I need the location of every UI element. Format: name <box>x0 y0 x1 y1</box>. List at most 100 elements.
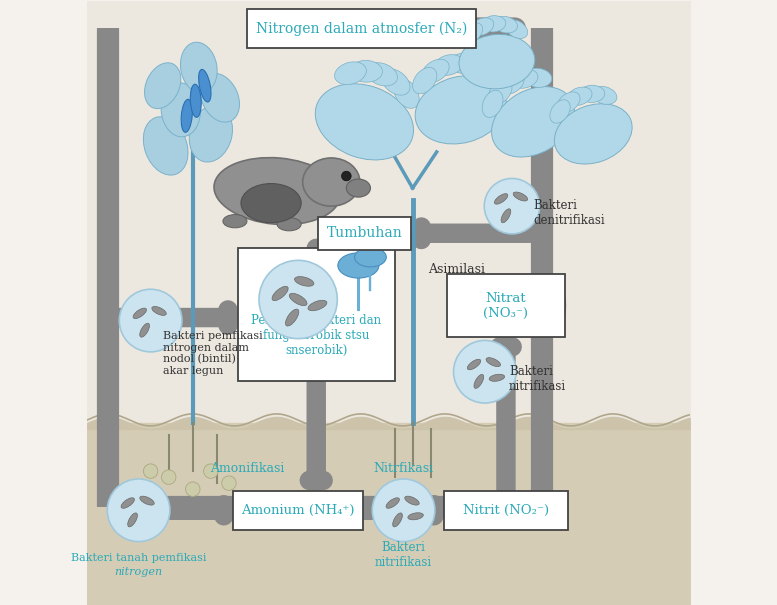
Ellipse shape <box>415 76 507 144</box>
Ellipse shape <box>459 34 535 89</box>
Ellipse shape <box>392 513 402 527</box>
Ellipse shape <box>567 87 592 105</box>
Text: Bakteri tanah pemfikasi: Bakteri tanah pemfikasi <box>71 553 207 563</box>
Text: Amonium (NH₄⁺): Amonium (NH₄⁺) <box>242 504 355 517</box>
Bar <box>238 248 395 381</box>
Ellipse shape <box>486 358 500 367</box>
Ellipse shape <box>579 85 605 102</box>
Ellipse shape <box>492 87 574 157</box>
Circle shape <box>372 479 435 541</box>
Text: nitrogen: nitrogen <box>114 567 162 577</box>
Ellipse shape <box>354 247 386 267</box>
Ellipse shape <box>350 60 382 82</box>
Ellipse shape <box>386 498 399 508</box>
Circle shape <box>484 178 540 234</box>
Ellipse shape <box>315 83 413 160</box>
Text: Amonifikasi: Amonifikasi <box>210 462 284 474</box>
Ellipse shape <box>463 56 492 77</box>
Ellipse shape <box>181 99 193 132</box>
Text: Bakteri
nitrifikasi: Bakteri nitrifikasi <box>375 541 432 569</box>
Bar <box>247 9 476 48</box>
Circle shape <box>186 482 200 497</box>
Ellipse shape <box>347 179 371 197</box>
Ellipse shape <box>241 183 301 223</box>
Ellipse shape <box>490 374 504 381</box>
Ellipse shape <box>394 79 419 108</box>
Ellipse shape <box>133 308 147 319</box>
Circle shape <box>162 470 176 485</box>
Circle shape <box>204 464 218 479</box>
Text: Bakteri
nitrifikasi: Bakteri nitrifikasi <box>509 365 566 393</box>
Ellipse shape <box>140 323 149 337</box>
Ellipse shape <box>470 18 493 36</box>
Text: Nitrogen dalam atmosfer (N₂): Nitrogen dalam atmosfer (N₂) <box>256 21 467 36</box>
Circle shape <box>107 479 170 541</box>
Ellipse shape <box>505 20 528 39</box>
Ellipse shape <box>422 59 449 82</box>
Circle shape <box>454 341 516 403</box>
Ellipse shape <box>513 192 528 201</box>
Bar <box>444 491 568 530</box>
Ellipse shape <box>366 63 398 86</box>
Ellipse shape <box>140 496 155 505</box>
Ellipse shape <box>272 286 288 301</box>
Ellipse shape <box>121 498 134 508</box>
Ellipse shape <box>277 218 301 231</box>
Ellipse shape <box>180 42 217 93</box>
Ellipse shape <box>482 16 506 32</box>
Ellipse shape <box>467 359 481 370</box>
Ellipse shape <box>289 293 307 306</box>
Ellipse shape <box>303 158 360 206</box>
Circle shape <box>259 260 337 339</box>
Ellipse shape <box>483 90 503 117</box>
Ellipse shape <box>335 62 367 85</box>
Bar <box>448 274 565 337</box>
Ellipse shape <box>510 69 538 88</box>
Ellipse shape <box>308 300 327 311</box>
Ellipse shape <box>462 23 483 43</box>
Bar <box>318 217 411 250</box>
Circle shape <box>120 289 182 352</box>
Text: Nitrfikasi: Nitrfikasi <box>374 462 434 474</box>
Circle shape <box>221 476 236 491</box>
Ellipse shape <box>294 276 314 286</box>
Ellipse shape <box>413 67 437 94</box>
Ellipse shape <box>214 158 340 224</box>
Ellipse shape <box>145 63 181 109</box>
Ellipse shape <box>592 87 617 104</box>
Circle shape <box>342 171 351 181</box>
Ellipse shape <box>501 209 510 223</box>
Ellipse shape <box>448 53 478 73</box>
Ellipse shape <box>408 513 423 520</box>
Ellipse shape <box>434 54 463 76</box>
Ellipse shape <box>285 309 299 326</box>
Ellipse shape <box>199 70 211 102</box>
Ellipse shape <box>152 307 166 315</box>
Text: Nitrat
(NO₃⁻): Nitrat (NO₃⁻) <box>483 292 528 319</box>
Ellipse shape <box>381 69 410 95</box>
Ellipse shape <box>524 68 552 87</box>
Text: Pengurai (bakteri dan
fungi serobik stsu
snserobik): Pengurai (bakteri dan fungi serobik stsu… <box>251 314 382 357</box>
Ellipse shape <box>474 374 484 388</box>
Ellipse shape <box>550 100 570 123</box>
Ellipse shape <box>223 215 247 228</box>
Ellipse shape <box>143 117 188 175</box>
Ellipse shape <box>488 80 512 105</box>
Ellipse shape <box>338 253 379 278</box>
Ellipse shape <box>127 513 138 527</box>
Ellipse shape <box>405 496 420 505</box>
Ellipse shape <box>557 92 580 113</box>
Bar <box>233 491 363 530</box>
Circle shape <box>144 464 158 479</box>
Ellipse shape <box>189 106 232 162</box>
Text: Asimilasi: Asimilasi <box>427 263 485 276</box>
Text: Bakteri pemfikasi
nitrogen dalam
nodol (bintil)
akar legun: Bakteri pemfikasi nitrogen dalam nodol (… <box>162 331 263 376</box>
Ellipse shape <box>493 16 517 33</box>
Ellipse shape <box>200 73 239 122</box>
Text: Tumbuhan: Tumbuhan <box>326 226 402 240</box>
Ellipse shape <box>161 83 200 137</box>
Text: Bakteri
denitrifikasi: Bakteri denitrifikasi <box>533 200 605 227</box>
Ellipse shape <box>190 84 201 117</box>
Text: Nitrit (NO₂⁻): Nitrit (NO₂⁻) <box>463 504 549 517</box>
Ellipse shape <box>498 73 524 94</box>
